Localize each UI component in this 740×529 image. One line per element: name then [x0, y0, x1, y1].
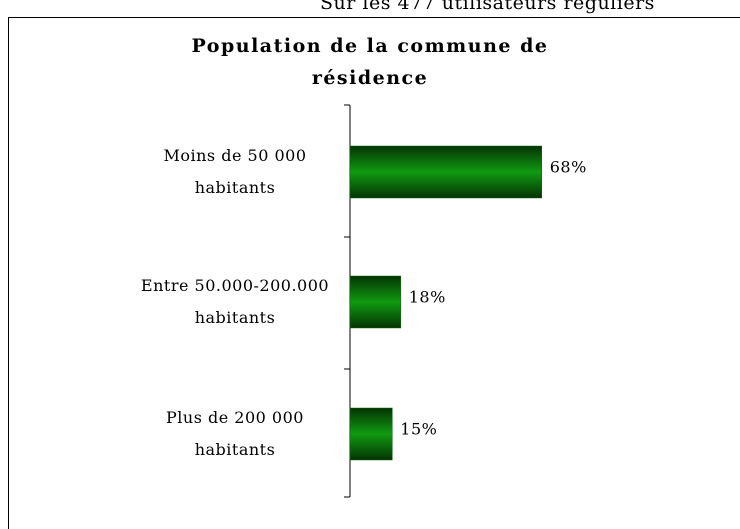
y-tick-label: Entre 50.000-200.000 habitants	[141, 276, 329, 327]
bar	[349, 275, 402, 329]
chart-frame	[8, 17, 740, 529]
data-label: 18%	[409, 288, 446, 307]
chart-subtitle: Sur les 477 utilisateurs réguliers	[320, 0, 655, 14]
chart-title: Population de la commune de résidence	[192, 35, 549, 89]
y-tick-label: Plus de 200 000 habitants	[166, 408, 304, 459]
y-tick-label: Moins de 50 000 habitants	[163, 146, 306, 197]
data-label: 68%	[550, 158, 587, 177]
bar	[349, 145, 543, 199]
bar	[349, 407, 393, 461]
data-label: 15%	[400, 420, 437, 439]
